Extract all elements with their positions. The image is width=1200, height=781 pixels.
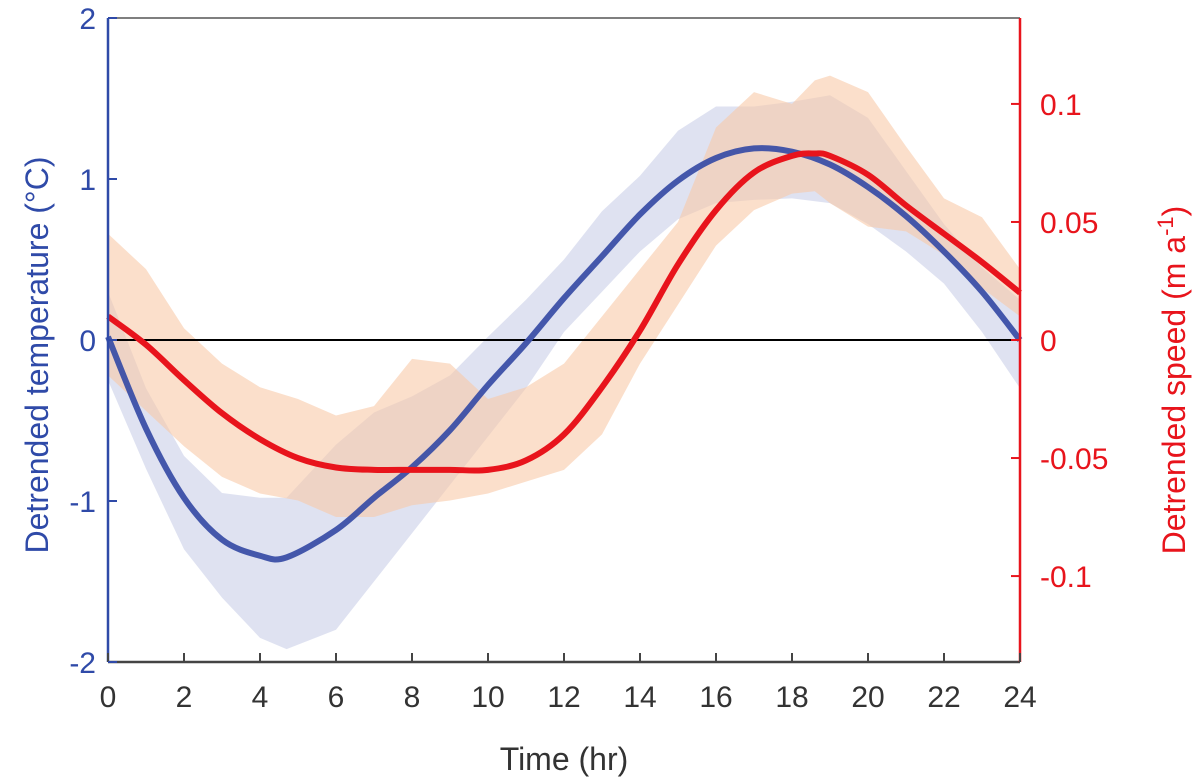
x-tick-label: 6 (328, 681, 345, 714)
axes: 0 2 4 6 8 10 12 14 16 18 20 22 24-2-1012-0.1-0.0500.… (69, 3, 1108, 714)
uncertainty-bands (108, 75, 1020, 650)
left-y-tick-label: 0 (79, 325, 96, 358)
speed-band (108, 75, 1020, 518)
left-y-tick-label: -1 (69, 486, 96, 519)
temperature-series-line (105, 145, 1023, 563)
x-tick-label: 12 (547, 681, 580, 714)
right-y-tick-label: 0.05 (1040, 207, 1098, 240)
speed-series-line (106, 150, 1022, 474)
x-tick-label: 2 (176, 681, 193, 714)
x-tick-label: 4 (252, 681, 269, 714)
x-tick-label: 8 (404, 681, 421, 714)
series-lines (105, 145, 1023, 563)
x-tick-label: 24 (1003, 681, 1036, 714)
right-y-axis-title: Detrended speed (m a-1) (1153, 206, 1192, 555)
x-tick-label: 20 (851, 681, 884, 714)
x-tick-label: 10 (471, 681, 504, 714)
x-tick-label: 0 (100, 681, 117, 714)
left-y-tick-label: 2 (79, 3, 96, 36)
x-axis-title: Time (hr) (500, 741, 629, 777)
right-y-tick-label: 0.1 (1040, 89, 1082, 122)
left-y-tick-label: -2 (69, 647, 96, 680)
left-y-axis-title: Detrended temperature (°C) (19, 157, 55, 554)
x-tick-label: 18 (775, 681, 808, 714)
right-y-tick-label: 0 (1040, 325, 1057, 358)
right-y-tick-label: -0.05 (1040, 443, 1108, 476)
x-tick-label: 16 (699, 681, 732, 714)
x-tick-label: 14 (623, 681, 656, 714)
x-tick-label: 22 (927, 681, 960, 714)
right-y-tick-label: -0.1 (1040, 561, 1092, 594)
left-y-tick-label: 1 (79, 164, 96, 197)
